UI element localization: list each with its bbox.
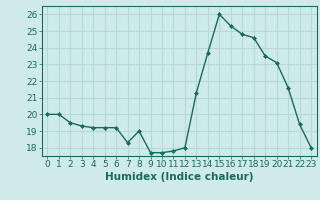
X-axis label: Humidex (Indice chaleur): Humidex (Indice chaleur) [105,172,253,182]
